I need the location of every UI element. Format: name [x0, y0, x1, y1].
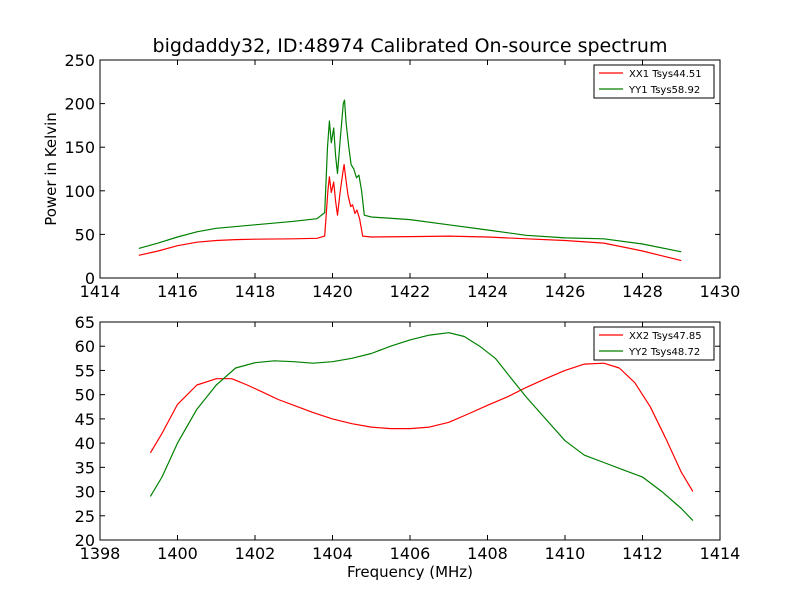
bottom-legend: XX2 Tsys47.85 YY2 Tsys48.72 [593, 326, 715, 361]
top-x-tick-label: 1430 [700, 282, 741, 301]
top-x-tick-label: 1418 [235, 282, 276, 301]
bottom-x-tick-label: 1404 [312, 544, 353, 563]
top-series-line-1 [138, 99, 682, 253]
bottom-y-tick-label: 60 [75, 337, 95, 356]
top-y-tick-label: 200 [64, 95, 95, 114]
bottom-x-tick-label: 1398 [80, 544, 121, 563]
bottom-series-line-0 [149, 362, 694, 492]
bottom-x-ticks: 1398 1400 1402 1404 1406 1408 1410 1412 1414 [80, 322, 741, 563]
top-x-tick-label: 1426 [545, 282, 586, 301]
top-x-tick-label: 1416 [157, 282, 198, 301]
top-series-layer [138, 99, 682, 262]
top-x-tick-label: 1420 [312, 282, 353, 301]
bottom-y-tick-label: 25 [75, 507, 95, 526]
bottom-x-tick-label: 1408 [467, 544, 508, 563]
top-y-ticks: 0 50 100 150 200 250 [64, 51, 720, 288]
bottom-x-tick-label: 1414 [700, 544, 741, 563]
top-y-axis-label: Power in Kelvin [42, 112, 60, 226]
top-x-tick-label: 1428 [622, 282, 663, 301]
bottom-y-ticks: 20 25 30 35 40 45 50 55 60 65 [75, 313, 720, 550]
bottom-legend-box [593, 326, 715, 361]
top-y-tick-label: 50 [75, 225, 95, 244]
top-y-tick-label: 100 [64, 182, 95, 201]
top-y-tick-label: 150 [64, 138, 95, 157]
top-x-tick-label: 1414 [80, 282, 121, 301]
bottom-y-tick-label: 65 [75, 313, 95, 332]
bottom-series-layer [149, 332, 694, 522]
bottom-x-tick-label: 1402 [235, 544, 276, 563]
top-subplot: 1414 1416 1418 1420 1422 1424 1426 1428 1430 0 50… [42, 51, 740, 301]
bottom-y-tick-label: 20 [75, 531, 95, 550]
top-x-ticks: 1414 1416 1418 1420 1422 1424 1426 1428 1430 [80, 60, 741, 301]
bottom-y-tick-label: 45 [75, 410, 95, 429]
top-y-tick-label: 250 [64, 51, 95, 70]
bottom-y-tick-label: 35 [75, 458, 95, 477]
bottom-y-tick-label: 40 [75, 434, 95, 453]
top-legend-label-yy1: YY1 Tsys58.92 [628, 85, 700, 96]
bottom-x-tick-label: 1406 [390, 544, 431, 563]
bottom-x-tick-label: 1410 [545, 544, 586, 563]
bottom-legend-label-xx2: XX2 Tsys47.85 [629, 331, 702, 342]
top-x-tick-label: 1424 [467, 282, 508, 301]
bottom-series-line-1 [149, 332, 694, 522]
top-legend: XX1 Tsys44.51 YY1 Tsys58.92 [593, 64, 715, 99]
bottom-y-tick-label: 30 [75, 483, 95, 502]
top-legend-box [593, 64, 715, 99]
top-series-line-0 [138, 164, 682, 262]
figure-title: bigdaddy32, ID:48974 Calibrated On-sourc… [153, 35, 668, 57]
top-legend-label-xx1: XX1 Tsys44.51 [629, 69, 702, 80]
bottom-x-tick-label: 1412 [622, 544, 663, 563]
bottom-x-tick-label: 1400 [157, 544, 198, 563]
top-x-tick-label: 1422 [390, 282, 431, 301]
bottom-y-tick-label: 55 [75, 361, 95, 380]
x-axis-label: Frequency (MHz) [347, 563, 473, 581]
bottom-y-tick-label: 50 [75, 386, 95, 405]
bottom-legend-label-yy2: YY2 Tsys48.72 [628, 347, 700, 358]
top-y-tick-label: 0 [85, 269, 95, 288]
bottom-subplot: 1398 1400 1402 1404 1406 1408 1410 1412 1414 202… [75, 313, 741, 563]
